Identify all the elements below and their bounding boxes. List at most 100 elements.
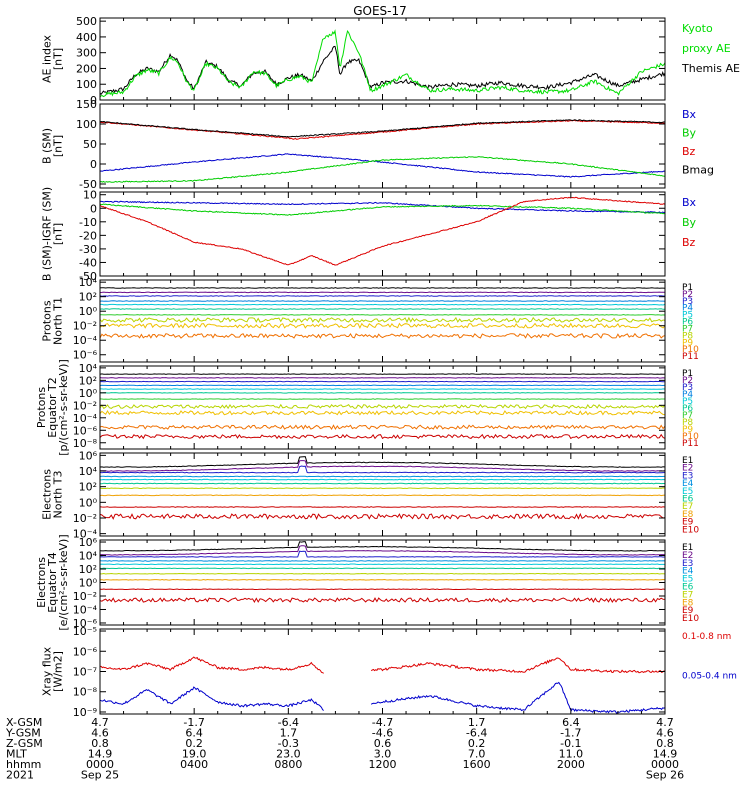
- y-tick-label: 400: [76, 31, 97, 44]
- y-tick-label: 50: [83, 138, 97, 151]
- y-axis-label: North T3: [52, 471, 65, 519]
- y-tick-label: 10⁴: [79, 362, 98, 375]
- y-tick-label: 10⁰: [79, 496, 98, 509]
- footer-value: 1.7: [280, 727, 298, 740]
- legend-entry: P11: [682, 352, 699, 362]
- y-tick-label: 100: [76, 78, 97, 91]
- legend-entry: P7: [682, 411, 693, 421]
- y-tick-label: 10⁻⁶: [73, 424, 98, 437]
- y-tick-label: 200: [76, 62, 97, 75]
- footer-value: 23.0: [276, 748, 301, 761]
- panel-frame: [99, 17, 666, 101]
- series-p11: [100, 433, 665, 440]
- legend-entry: P7: [682, 324, 693, 334]
- y-tick-label: 0: [90, 94, 97, 107]
- footer-value: 0.2: [468, 737, 486, 750]
- legend-entry: E2: [682, 464, 693, 474]
- panel-data: [100, 541, 665, 604]
- series-p9: [100, 322, 665, 329]
- y-tick-label: 300: [76, 47, 97, 60]
- footer-value: Sep 25: [81, 769, 119, 782]
- legend-entry: E6: [682, 583, 694, 593]
- legend-entry: E8: [682, 510, 694, 520]
- y-tick-label: 10²: [79, 374, 97, 387]
- y-axis-label: Equator T2: [46, 377, 59, 437]
- y-axis-label: Protons: [35, 387, 48, 428]
- footer-value: -6.4: [278, 716, 299, 729]
- footer-value: 0000: [651, 758, 679, 771]
- panel-data: [100, 656, 665, 714]
- panel-data: [100, 287, 665, 339]
- series-p6: [100, 392, 665, 394]
- legend-entry: E3: [682, 559, 693, 569]
- series-e5: [100, 563, 665, 566]
- series-e5: [100, 478, 665, 481]
- panel-data: [100, 456, 665, 520]
- legend-entry: P3: [682, 297, 693, 307]
- series-bz: [100, 119, 665, 140]
- y-tick-label: 10⁴: [79, 550, 98, 563]
- y-tick-label: 0: [90, 202, 97, 215]
- legend-entry: E1: [682, 456, 693, 466]
- legend-entry: proxy AE: [682, 42, 731, 55]
- series-p2: [100, 291, 665, 294]
- y-tick-label: -20: [79, 229, 97, 242]
- series-e4: [100, 560, 665, 562]
- legend-entry: E10: [682, 525, 699, 535]
- panel-data: [100, 373, 665, 440]
- y-tick-label: 10⁻⁸: [73, 437, 98, 450]
- footer-value: 6.4: [185, 727, 203, 740]
- y-axis-label: Protons: [41, 300, 54, 341]
- legend-entry: P9: [682, 338, 693, 348]
- footer-value: 4.6: [91, 727, 109, 740]
- y-tick-label: 10²: [79, 563, 97, 576]
- y-tick-label: 10⁻⁴: [73, 412, 98, 425]
- footer-value: 1200: [369, 758, 397, 771]
- panel-frame: [99, 628, 666, 715]
- legend-entry: E5: [682, 487, 693, 497]
- y-tick-label: 10⁴: [79, 276, 98, 289]
- series-p6: [100, 308, 665, 310]
- series-e1: [100, 456, 665, 468]
- legend-entry: E3: [682, 471, 693, 481]
- legend-entry: E4: [682, 567, 694, 577]
- legend-entry: Bmag: [682, 164, 714, 177]
- footer-row-label: Y-GSM: [5, 727, 41, 740]
- legend-entry: P4: [682, 390, 693, 400]
- y-tick-label: 10⁶: [79, 449, 98, 462]
- y-axis-label: [nT]: [52, 48, 65, 70]
- legend-entry: E10: [682, 614, 699, 624]
- legend-entry: P2: [682, 290, 693, 300]
- panel-bigrf: 100-10-20-30-40-50 B (SM)-IGRF (SM)[nT] Bx…: [41, 187, 697, 283]
- series-kyoto-proxy-ae: [100, 29, 665, 98]
- panel-data: [100, 29, 665, 98]
- series-e2: [100, 545, 665, 556]
- series-p3: [100, 380, 665, 383]
- legend-entry: By: [682, 216, 697, 229]
- panel-frame: [99, 103, 666, 189]
- legend-entry: P5: [682, 311, 693, 321]
- panel-xray: 10⁻⁵ 10⁻⁶ 10⁻⁷ 10⁻⁸ 10⁻⁹ Xray flux[W/m2] 0.1-0…: [41, 625, 737, 719]
- y-tick-label: 10⁻⁶: [73, 349, 98, 362]
- legend-entry: E7: [682, 590, 693, 600]
- legend-entry: P3: [682, 383, 693, 393]
- legend-entry: E1: [682, 543, 693, 553]
- series-e3: [100, 465, 665, 474]
- legend-entry: P9: [682, 425, 693, 435]
- y-axis-label: North T1: [52, 297, 65, 345]
- panel-data: [100, 196, 665, 266]
- series-p7: [100, 313, 665, 316]
- footer-value: 11.0: [559, 748, 584, 761]
- footer-value: 0.8: [91, 737, 109, 750]
- y-tick-label: 10⁻⁷: [73, 666, 97, 679]
- footer-value: 1600: [463, 758, 491, 771]
- y-tick-label: 10⁶: [79, 536, 98, 549]
- footer-value: 0400: [180, 758, 208, 771]
- y-tick-label: 10⁻²: [73, 590, 97, 603]
- series-p2: [100, 377, 665, 379]
